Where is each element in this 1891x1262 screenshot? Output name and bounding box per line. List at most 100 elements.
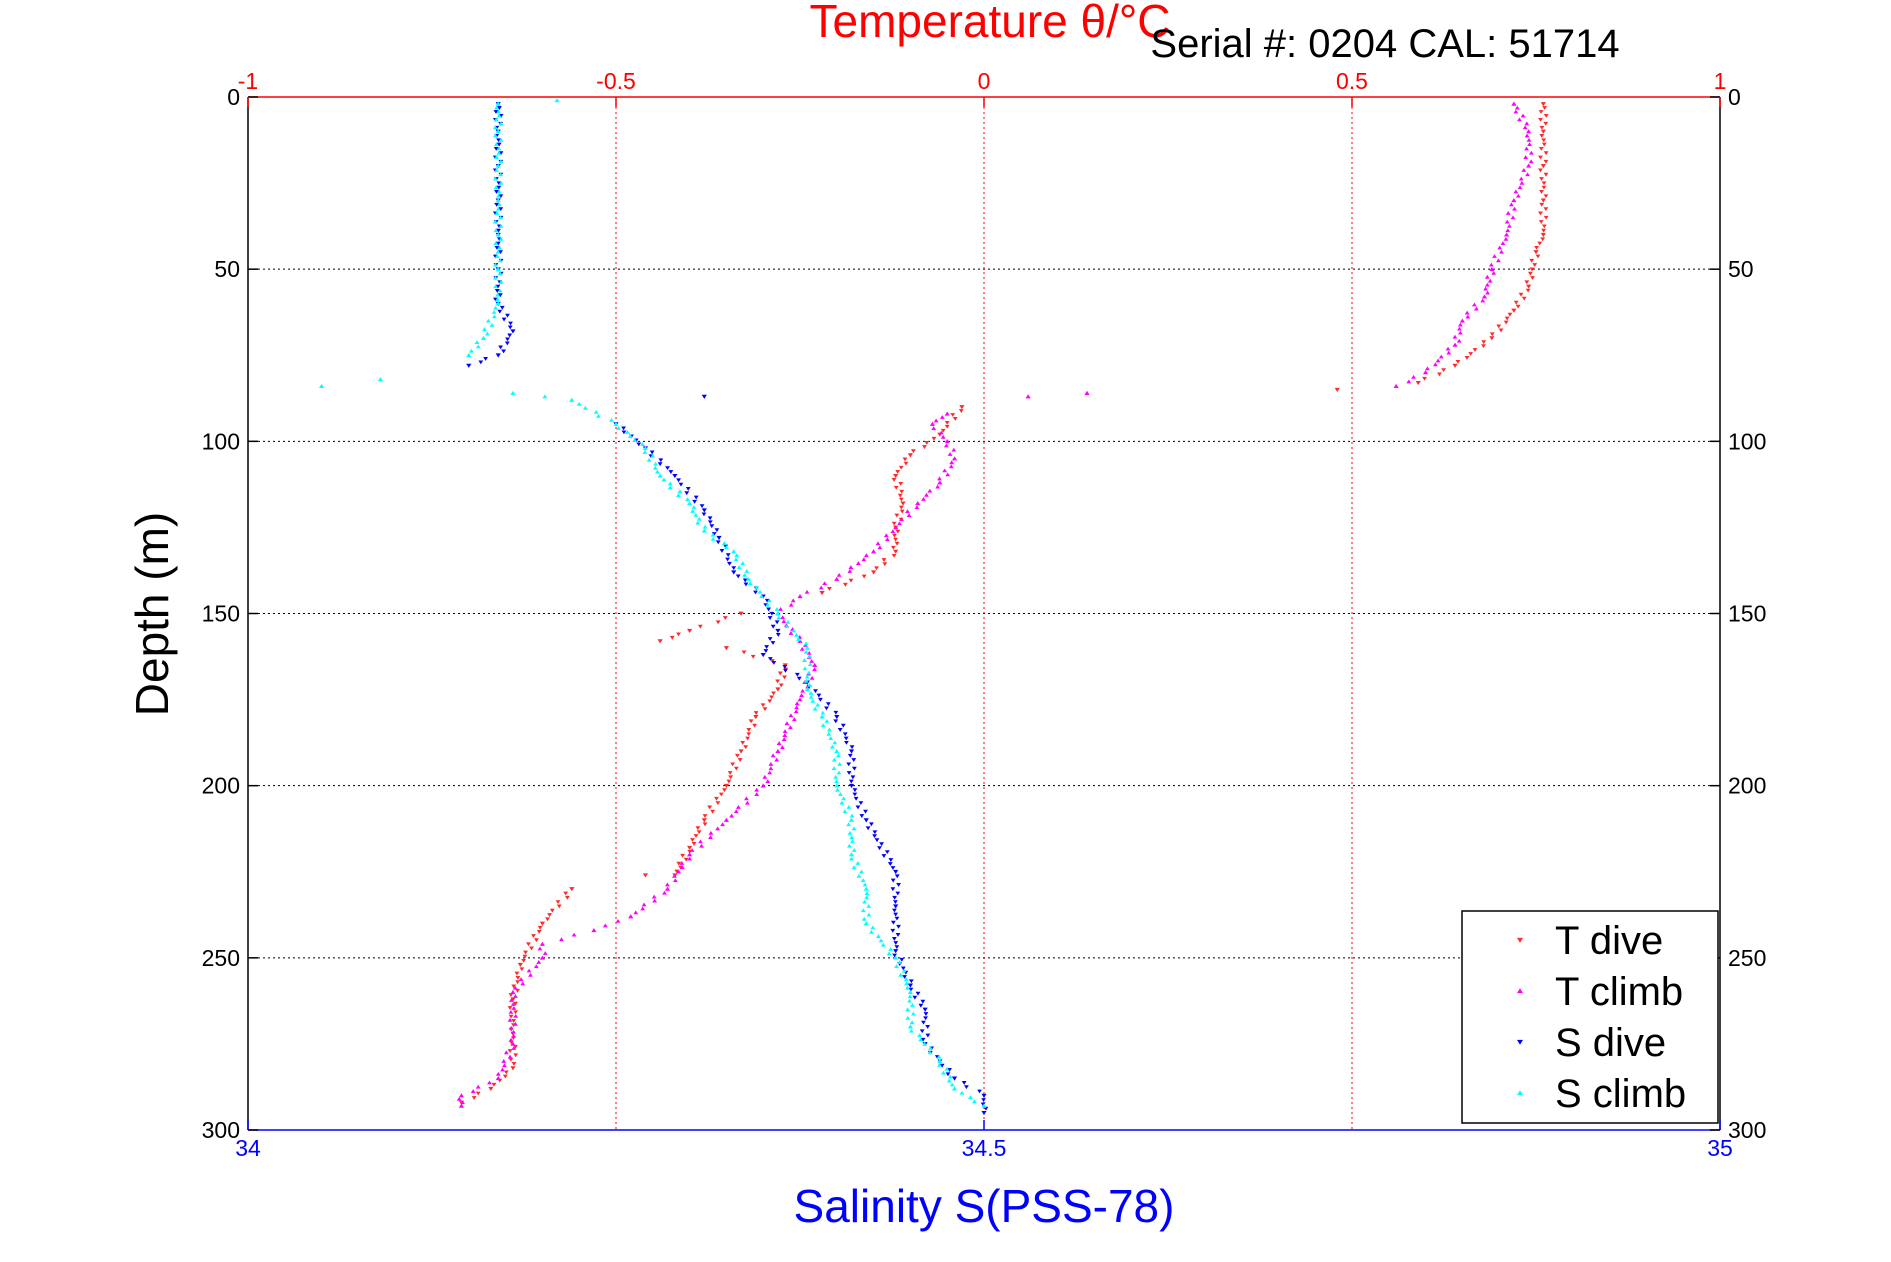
data-point	[869, 822, 874, 827]
data-point	[719, 548, 725, 553]
data-point	[692, 499, 698, 504]
data-point	[718, 792, 724, 797]
top-tick-label: 1	[1714, 68, 1727, 94]
data-point	[1437, 372, 1442, 377]
data-point	[1513, 300, 1519, 305]
data-point	[907, 453, 913, 458]
data-point	[493, 262, 498, 267]
data-point	[1538, 146, 1544, 151]
data-point	[839, 800, 845, 805]
data-point	[797, 593, 803, 599]
data-point	[545, 917, 550, 922]
data-point	[872, 834, 877, 839]
data-point	[487, 1080, 492, 1085]
data-point	[505, 337, 510, 342]
data-point	[1484, 282, 1490, 287]
data-point	[547, 913, 552, 917]
data-point	[1540, 232, 1546, 238]
data-point	[883, 533, 889, 538]
data-point	[794, 701, 800, 706]
data-point	[511, 984, 517, 989]
data-point	[824, 706, 829, 711]
data-point	[701, 818, 707, 823]
data-point	[1518, 292, 1524, 297]
data-point	[851, 865, 857, 870]
y-tick-label-right: 300	[1728, 1117, 1766, 1143]
data-point	[702, 524, 708, 529]
data-point	[1529, 258, 1535, 263]
data-point	[777, 671, 783, 676]
data-point	[861, 557, 867, 562]
data-point	[768, 761, 774, 766]
data-point	[848, 578, 854, 583]
data-point	[918, 1037, 924, 1042]
data-point	[510, 390, 516, 395]
data-point	[864, 891, 870, 895]
y-tick-label-left: 100	[202, 428, 240, 454]
data-point	[485, 331, 490, 336]
data-point	[1446, 350, 1452, 355]
data-point	[494, 105, 500, 110]
data-point	[834, 748, 840, 754]
data-point	[894, 874, 900, 879]
data-point	[685, 486, 691, 491]
data-point	[1525, 288, 1531, 293]
data-point	[836, 572, 842, 577]
data-point	[834, 779, 839, 784]
data-point	[510, 1066, 516, 1071]
data-point	[891, 937, 897, 941]
data-point	[804, 645, 810, 650]
data-point	[804, 589, 810, 594]
data-point	[893, 869, 899, 875]
data-point	[651, 894, 657, 899]
data-point	[844, 740, 849, 745]
data-point	[754, 585, 760, 590]
data-point	[492, 219, 498, 224]
data-point	[1518, 176, 1524, 181]
data-point	[715, 540, 721, 545]
data-point	[920, 999, 926, 1004]
y-tick-label-right: 100	[1728, 428, 1766, 454]
data-point	[591, 927, 597, 933]
data-point	[539, 955, 545, 960]
data-point	[498, 159, 504, 164]
data-point	[510, 1002, 516, 1006]
data-point	[640, 442, 645, 446]
data-point	[746, 728, 752, 732]
data-point	[923, 1016, 928, 1021]
legend-label: S climb	[1555, 1072, 1686, 1116]
data-point	[1459, 318, 1465, 323]
data-point	[858, 801, 864, 806]
data-point	[662, 890, 667, 895]
data-point	[890, 920, 896, 925]
data-point	[491, 310, 497, 314]
data-point	[554, 98, 560, 103]
data-point	[1464, 310, 1470, 315]
data-point	[939, 415, 945, 419]
data-point	[794, 705, 799, 710]
data-point	[1524, 133, 1530, 138]
data-point	[901, 968, 907, 973]
data-point	[849, 745, 855, 750]
data-point	[1538, 220, 1544, 224]
data-point	[866, 912, 872, 917]
data-point	[922, 1041, 927, 1046]
data-point	[848, 852, 855, 857]
data-point	[752, 723, 758, 728]
data-point	[495, 297, 500, 301]
data-point	[871, 549, 877, 554]
data-point	[791, 717, 797, 722]
data-point	[806, 650, 812, 655]
series-t-dive	[458, 102, 1549, 1105]
data-point	[937, 480, 943, 485]
data-point	[521, 958, 527, 963]
data-point	[1508, 202, 1514, 207]
data-point	[633, 910, 639, 915]
data-point	[843, 582, 848, 587]
data-point	[882, 562, 888, 567]
data-point	[1533, 250, 1539, 255]
data-point	[820, 723, 826, 728]
data-point	[767, 699, 773, 704]
data-point	[723, 545, 729, 550]
data-point	[609, 417, 614, 422]
